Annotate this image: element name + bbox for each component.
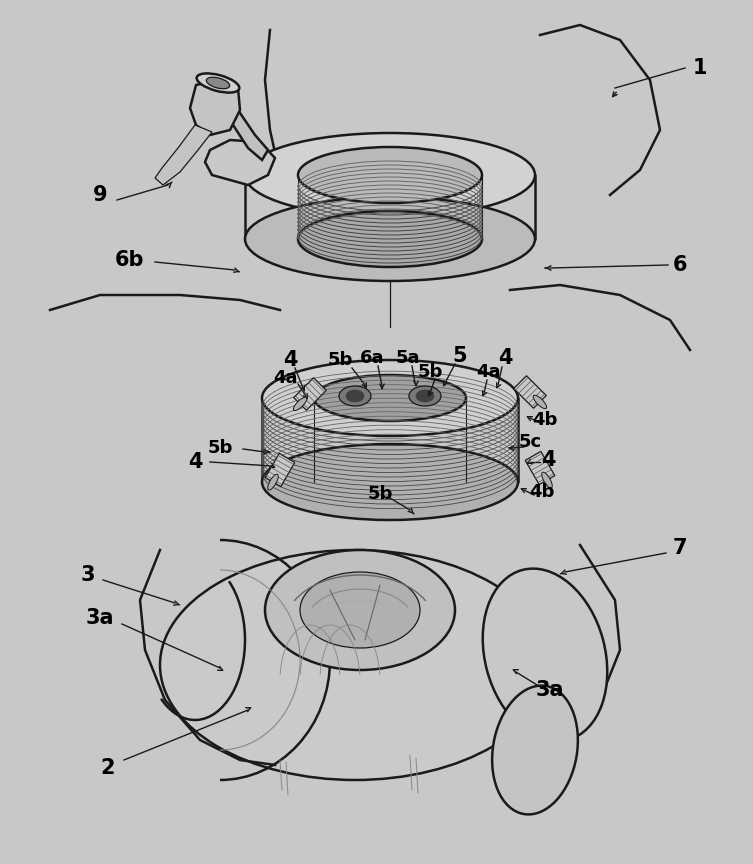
- Polygon shape: [525, 451, 555, 485]
- Ellipse shape: [346, 390, 364, 402]
- Text: 4: 4: [282, 350, 297, 370]
- Polygon shape: [225, 105, 268, 160]
- Ellipse shape: [409, 386, 441, 406]
- Text: 5b: 5b: [367, 485, 392, 503]
- Ellipse shape: [492, 685, 578, 815]
- Ellipse shape: [160, 550, 550, 780]
- Text: 4: 4: [541, 450, 555, 470]
- Text: 5b: 5b: [328, 351, 352, 369]
- Ellipse shape: [533, 395, 547, 409]
- Text: 9: 9: [93, 185, 108, 205]
- Ellipse shape: [339, 386, 371, 406]
- Polygon shape: [514, 376, 546, 409]
- Polygon shape: [265, 454, 294, 486]
- Ellipse shape: [298, 211, 482, 267]
- Text: 6: 6: [672, 255, 687, 275]
- Ellipse shape: [483, 569, 607, 741]
- Ellipse shape: [262, 444, 518, 520]
- Text: 5c: 5c: [518, 433, 541, 451]
- Text: 5a: 5a: [396, 349, 420, 367]
- Text: 4a: 4a: [273, 369, 297, 387]
- Text: 4a: 4a: [476, 363, 500, 381]
- Text: 4b: 4b: [532, 411, 558, 429]
- Polygon shape: [294, 378, 326, 410]
- Ellipse shape: [197, 73, 239, 92]
- Text: 6a: 6a: [360, 349, 384, 367]
- Text: 5b: 5b: [417, 363, 443, 381]
- Text: 3a: 3a: [535, 680, 564, 700]
- Ellipse shape: [416, 390, 434, 402]
- Text: 7: 7: [672, 538, 687, 558]
- Ellipse shape: [298, 147, 482, 203]
- Text: 4b: 4b: [529, 483, 555, 501]
- Ellipse shape: [262, 360, 518, 436]
- Text: 4: 4: [187, 452, 203, 472]
- Text: 4: 4: [498, 348, 512, 368]
- Ellipse shape: [314, 375, 466, 421]
- Ellipse shape: [294, 397, 306, 410]
- Ellipse shape: [268, 474, 279, 490]
- Text: 5: 5: [453, 346, 468, 366]
- Polygon shape: [205, 140, 275, 185]
- Polygon shape: [190, 80, 240, 135]
- Ellipse shape: [245, 133, 535, 217]
- Text: 3: 3: [81, 565, 95, 585]
- Ellipse shape: [300, 572, 420, 648]
- Ellipse shape: [541, 472, 552, 488]
- Text: 5b: 5b: [207, 439, 233, 457]
- Ellipse shape: [245, 197, 535, 281]
- Text: 1: 1: [693, 58, 707, 78]
- Polygon shape: [155, 125, 212, 185]
- Text: 2: 2: [101, 758, 115, 778]
- Text: 6b: 6b: [115, 250, 145, 270]
- Ellipse shape: [265, 550, 455, 670]
- Text: 3a: 3a: [86, 608, 114, 628]
- Ellipse shape: [206, 77, 230, 89]
